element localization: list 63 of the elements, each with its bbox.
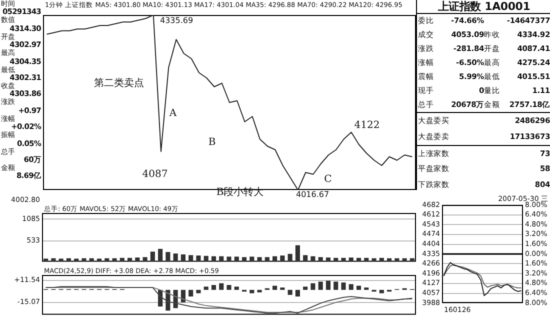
bar xyxy=(264,257,270,262)
bar xyxy=(303,286,308,290)
annotation: C xyxy=(324,174,332,185)
bar xyxy=(226,256,232,262)
annotation: 4335.69 xyxy=(160,16,194,25)
bar xyxy=(180,290,186,302)
bar xyxy=(96,258,102,262)
bar xyxy=(318,257,323,262)
bar xyxy=(44,258,48,262)
bar xyxy=(257,257,262,262)
bar xyxy=(280,256,285,262)
text: 上证指数 1A0001 xyxy=(417,0,550,14)
bar xyxy=(326,257,331,262)
bar xyxy=(295,290,300,297)
bar xyxy=(348,284,354,290)
bar xyxy=(272,286,278,290)
bar xyxy=(196,256,201,262)
bar xyxy=(303,255,308,262)
bar xyxy=(211,284,216,290)
annotation: 4016.67 xyxy=(296,190,330,199)
bar xyxy=(372,258,376,262)
annotation: 第二类卖点 xyxy=(94,77,144,89)
annotation: B段小转大 xyxy=(216,186,264,198)
bar xyxy=(142,257,148,262)
bar xyxy=(234,286,239,290)
bar xyxy=(318,282,323,290)
bar xyxy=(288,290,292,295)
bar xyxy=(173,254,178,262)
bar xyxy=(288,254,292,262)
bar xyxy=(356,286,362,290)
bar xyxy=(204,286,208,290)
bar xyxy=(348,257,354,262)
bar xyxy=(341,258,346,262)
bar xyxy=(219,283,224,290)
bar xyxy=(180,254,186,262)
annotation: 4122 xyxy=(354,120,380,131)
bar xyxy=(326,280,331,290)
bar xyxy=(257,290,262,292)
bar xyxy=(242,257,247,262)
bar xyxy=(334,282,338,290)
bar xyxy=(234,256,239,262)
bar xyxy=(280,287,285,290)
bar xyxy=(226,284,232,290)
bar xyxy=(135,257,140,262)
bar xyxy=(82,258,86,262)
bar xyxy=(158,248,163,262)
bar xyxy=(196,290,201,294)
bar xyxy=(364,287,369,290)
annotation: A xyxy=(168,108,178,119)
bar xyxy=(295,245,300,262)
bar xyxy=(341,282,346,290)
annotation: B xyxy=(208,137,216,148)
bar xyxy=(310,283,316,290)
bar xyxy=(58,258,64,262)
bar xyxy=(204,256,208,262)
bar xyxy=(74,258,79,262)
annotation: 4087 xyxy=(142,169,168,180)
bar xyxy=(112,258,117,262)
bar xyxy=(188,255,194,262)
bar xyxy=(166,252,170,262)
bar xyxy=(150,252,155,262)
bar xyxy=(188,290,194,297)
bar xyxy=(250,256,254,262)
